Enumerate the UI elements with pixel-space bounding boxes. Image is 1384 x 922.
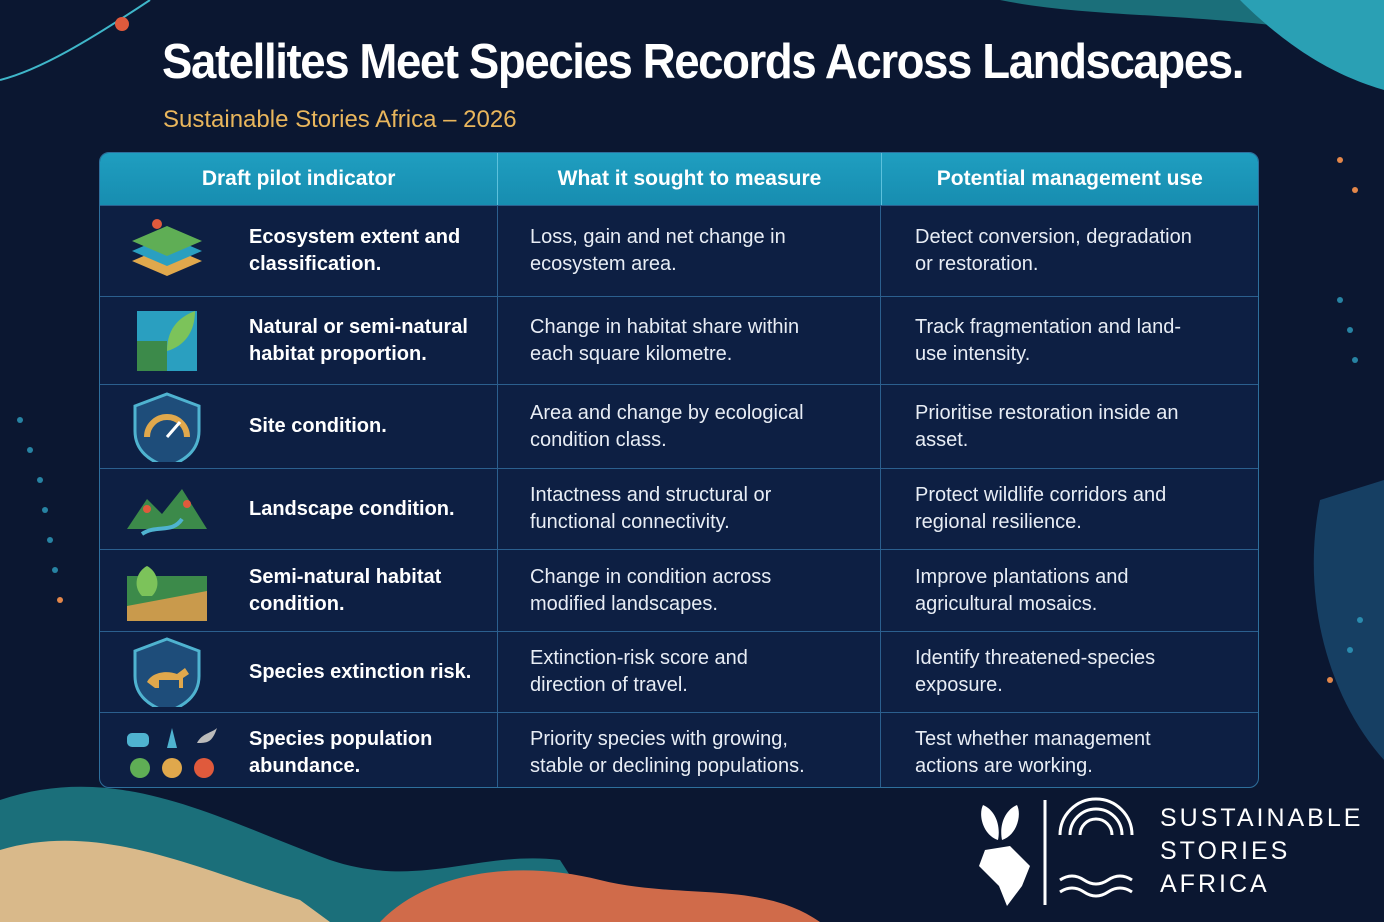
column-header: What it sought to measure — [498, 153, 882, 205]
title: Satellites Meet Species Records Across L… — [162, 35, 1244, 89]
table-cell: Intactness and structural or functional … — [498, 469, 881, 549]
table-row: Ecosystem extent and classification. Loss… — [100, 205, 1258, 296]
cell-text: Semi-natural habitat condition. — [249, 565, 442, 615]
header-row: Draft pilot indicator What it sought to m… — [100, 153, 1258, 205]
cell-text: Prioritise restoration inside an asset. — [915, 401, 1179, 451]
table-cell: Natural or semi-natural habitat proporti… — [100, 297, 498, 384]
table-cell: Improve plantations and agricultural mos… — [881, 550, 1258, 631]
cell-text: Landscape condition. — [249, 497, 455, 520]
cell-text: Change in habitat share within each squa… — [530, 315, 800, 365]
table-row: Natural or semi-natural habitat proporti… — [100, 296, 1258, 384]
table-cell: Landscape condition. — [100, 469, 498, 549]
cell-text: Improve plantations and agricultural mos… — [915, 565, 1129, 615]
table-cell: Test whether management actions are work… — [881, 713, 1258, 787]
cell-text: Change in condition across modified land… — [530, 565, 772, 615]
table-cell: Extinction-risk score and direction of t… — [498, 632, 881, 712]
table-cell: Semi-natural habitat condition. — [100, 550, 498, 631]
cell-text: Species extinction risk. — [249, 660, 472, 683]
cell-text: Intactness and structural or functional … — [530, 484, 772, 533]
table-cell: Change in habitat share within each squa… — [498, 297, 881, 384]
table-cell: Ecosystem extent and classification. — [100, 206, 498, 296]
table-row: Species population abundance. Priority sp… — [100, 712, 1258, 787]
table-cell: Area and change by ecological condition … — [498, 385, 881, 468]
logo-text: SUSTAINABLE — [1160, 804, 1364, 832]
table-row: Site condition. Area and change by ecolog… — [100, 384, 1258, 468]
cell-text: Detect conversion, degradation or restor… — [915, 226, 1192, 275]
cell-text: Test whether management actions are work… — [915, 727, 1151, 777]
cell-text: Priority species with growing, stable or… — [530, 727, 805, 777]
logo-text: STORIES — [1160, 837, 1291, 865]
cell-text: Identify threatened-species exposure. — [915, 647, 1156, 696]
indicator-table: Draft pilot indicator What it sought to m… — [99, 152, 1259, 788]
table-cell: Identify threatened-species exposure. — [881, 632, 1258, 712]
cell-text: Site condition. — [249, 415, 387, 437]
table-cell: Prioritise restoration inside an asset. — [881, 385, 1258, 468]
cell-text: Ecosystem extent and classification. — [249, 226, 461, 275]
table-row: Species extinction risk. Extinction-risk … — [100, 631, 1258, 712]
table-cell: Species population abundance. — [100, 713, 498, 787]
table-row: Landscape condition. Intactness and struc… — [100, 468, 1258, 549]
cell-text: Natural or semi-natural habitat proporti… — [249, 315, 468, 365]
cell-text: Extinction-risk score and direction of t… — [530, 647, 748, 696]
row-icon — [137, 310, 197, 371]
table-cell: Site condition. — [100, 385, 498, 468]
row-icon — [133, 391, 201, 462]
column-header: Draft pilot indicator — [100, 153, 499, 205]
table-row: Semi-natural habitat condition. Change in… — [100, 549, 1258, 631]
table-cell: Change in condition across modified land… — [498, 550, 881, 631]
cell-text: Protect wildlife corridors and regional … — [915, 484, 1167, 533]
row-icon — [133, 637, 201, 707]
table-cell: Track fragmentation and land-use intensi… — [881, 297, 1258, 384]
subtitle: Sustainable Stories Africa – 2026 — [163, 106, 517, 133]
cell-text: Track fragmentation and land-use intensi… — [915, 315, 1182, 365]
table-cell: Species extinction risk. — [100, 632, 498, 712]
table-cell: Protect wildlife corridors and regional … — [881, 469, 1258, 549]
logo-text: AFRICA — [1160, 870, 1270, 898]
row-icon — [127, 489, 207, 536]
row-icon — [132, 219, 202, 276]
row-icon — [127, 565, 207, 621]
cell-text: Loss, gain and net change in ecosystem a… — [530, 226, 786, 275]
row-icon — [127, 727, 217, 778]
table-cell: Loss, gain and net change in ecosystem a… — [498, 206, 881, 296]
column-header: Potential management use — [936, 167, 1203, 190]
cell-text: Area and change by ecological condition … — [530, 401, 804, 451]
cell-text: Species population abundance. — [249, 727, 433, 777]
table-cell: Priority species with growing, stable or… — [498, 713, 881, 787]
table-cell: Detect conversion, degradation or restor… — [881, 206, 1258, 296]
